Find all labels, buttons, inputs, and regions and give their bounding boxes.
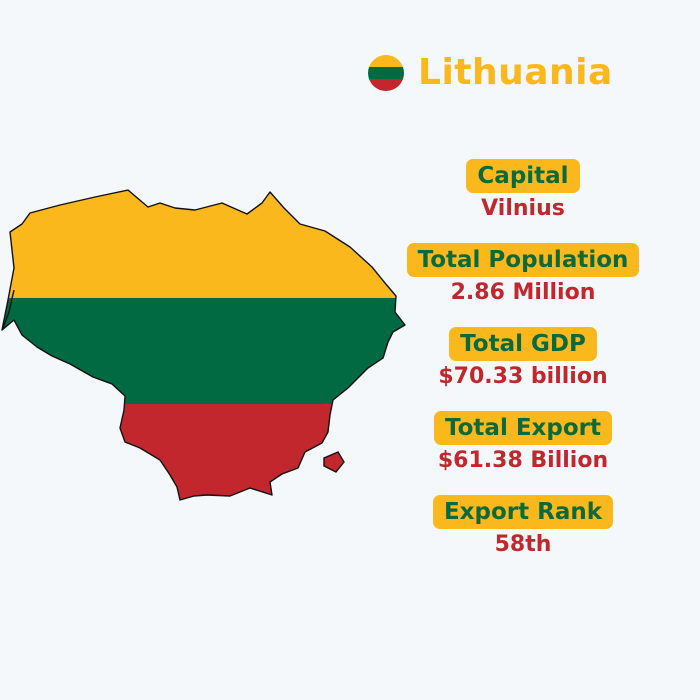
- stat-value: Vilnius: [481, 196, 565, 221]
- stat-export: Total Export $61.38 Billion: [434, 411, 612, 473]
- stats-panel: Capital Vilnius Total Population 2.86 Mi…: [400, 159, 646, 579]
- stat-export-rank: Export Rank 58th: [432, 495, 614, 557]
- stat-label: Export Rank: [432, 495, 614, 529]
- map-enclave-red: [323, 451, 345, 473]
- stat-label: Total Population: [406, 243, 640, 277]
- lithuania-map-flag-icon: [1, 189, 406, 501]
- stat-value: $61.38 Billion: [437, 448, 609, 473]
- stat-population: Total Population 2.86 Million: [406, 243, 640, 305]
- stat-capital: Capital Vilnius: [466, 159, 580, 221]
- stat-value: 58th: [494, 532, 552, 557]
- stat-gdp: Total GDP $70.33 billion: [438, 327, 608, 389]
- map-green-band: [2, 298, 405, 404]
- map-red-band: [2, 404, 405, 500]
- lithuania-flag-icon: [368, 54, 404, 91]
- page-title: Lithuania: [418, 52, 613, 93]
- stat-label: Total GDP: [449, 327, 597, 361]
- stat-value: 2.86 Million: [450, 280, 596, 305]
- stat-label: Total Export: [434, 411, 612, 445]
- header: Lithuania: [368, 52, 613, 93]
- stat-label: Capital: [466, 159, 580, 193]
- stat-value: $70.33 billion: [438, 364, 608, 389]
- map-yellow-band: [2, 190, 405, 298]
